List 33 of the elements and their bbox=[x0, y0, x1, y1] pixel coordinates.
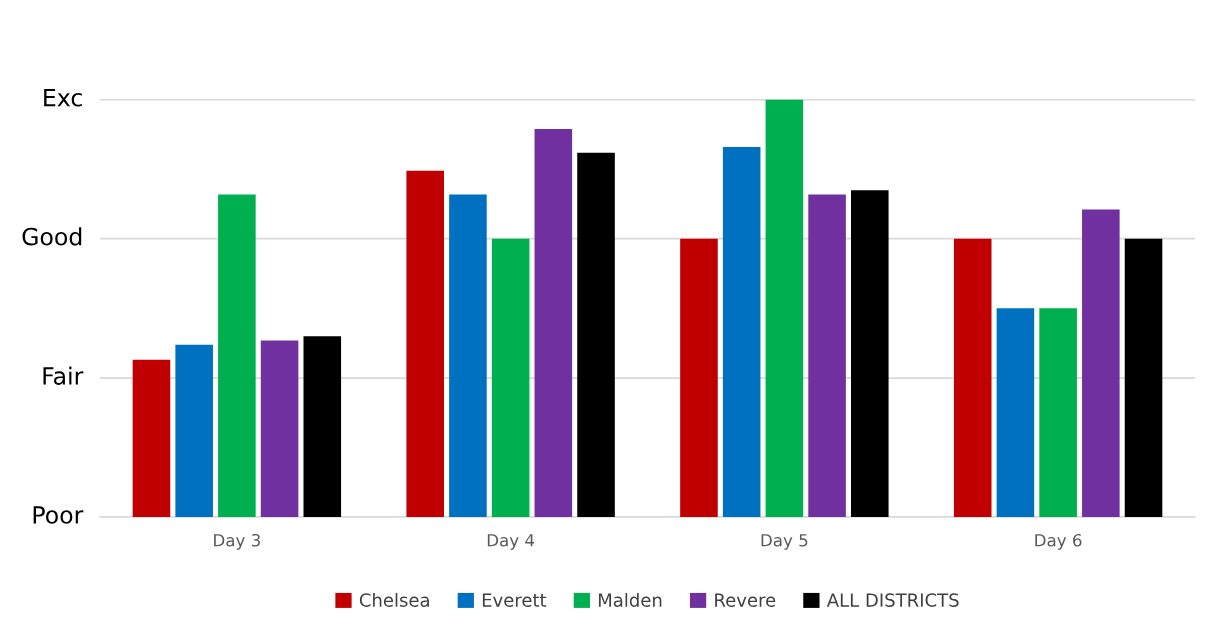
ref-line-label: Poor bbox=[33, 506, 84, 524]
bar bbox=[996, 308, 1035, 517]
bar bbox=[765, 99, 804, 517]
bar bbox=[175, 344, 213, 517]
bar bbox=[722, 146, 761, 517]
bar bbox=[577, 152, 615, 517]
legend-label: Malden bbox=[598, 592, 662, 607]
bar bbox=[132, 359, 171, 517]
ref-line-label: Exc bbox=[44, 89, 82, 107]
bar bbox=[449, 194, 487, 517]
bar bbox=[1039, 308, 1077, 517]
bar bbox=[1082, 209, 1120, 517]
x-tick-label: Day 6 bbox=[1035, 533, 1082, 550]
bar bbox=[406, 170, 445, 517]
ref-line-label: Good bbox=[22, 227, 82, 246]
x-tick-label: Day 5 bbox=[761, 534, 808, 550]
bar bbox=[953, 238, 992, 517]
ref-line-label: Fair bbox=[43, 366, 84, 385]
bar bbox=[491, 238, 530, 517]
legend-label: Everett bbox=[482, 593, 547, 607]
bar bbox=[534, 128, 573, 517]
bar bbox=[680, 238, 718, 517]
bar bbox=[808, 194, 846, 517]
bar bbox=[850, 190, 889, 517]
legend-label: Chelsea bbox=[359, 592, 429, 607]
legend-label: Revere bbox=[715, 593, 776, 607]
x-tick-label: Day 4 bbox=[487, 534, 535, 550]
bar bbox=[260, 340, 299, 517]
bar bbox=[218, 194, 256, 517]
x-tick-label: Day 3 bbox=[214, 533, 260, 550]
bar bbox=[1124, 238, 1163, 517]
legend-label: ALL DISTRICTS bbox=[826, 593, 959, 607]
bar bbox=[303, 336, 342, 517]
